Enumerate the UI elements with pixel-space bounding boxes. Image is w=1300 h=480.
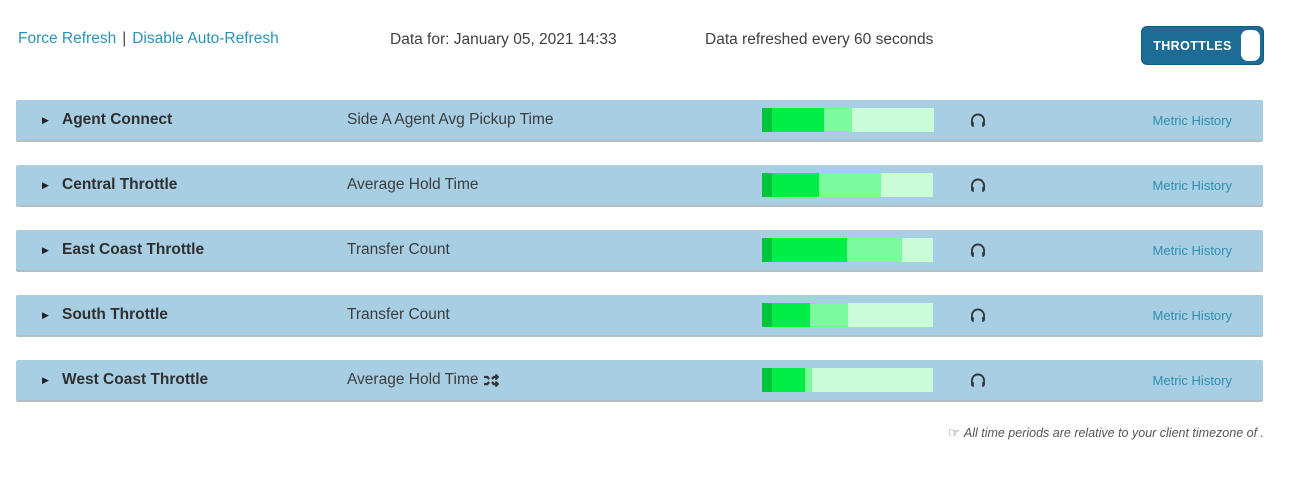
metric-history-link[interactable]: Metric History: [1152, 372, 1232, 388]
refresh-links: Force Refresh | Disable Auto-Refresh: [18, 30, 279, 48]
throttle-name: Central Throttle: [62, 176, 178, 193]
timezone-note: All time periods are relative to your cl…: [963, 426, 1264, 440]
metric-label: Average Hold Time: [347, 360, 499, 400]
expand-caret-icon[interactable]: ▶: [42, 244, 49, 255]
metric-status-bar: [762, 303, 933, 327]
metric-text: Average Hold Time: [347, 371, 479, 388]
metric-text: Average Hold Time: [347, 176, 479, 193]
throttles-toggle-label: THROTTLES: [1153, 38, 1232, 53]
throttle-row-agent-connect[interactable]: ▶ Agent Connect Side A Agent Avg Pickup …: [16, 100, 1263, 140]
bar-segment: [762, 238, 772, 262]
metric-status-bar: [762, 238, 933, 262]
bar-segment: [762, 303, 772, 327]
bar-segment: [772, 303, 810, 327]
expand-caret-icon[interactable]: ▶: [42, 309, 49, 320]
bar-segment: [772, 173, 819, 197]
bar-segment: [805, 368, 812, 392]
throttles-toggle-button[interactable]: THROTTLES: [1141, 26, 1264, 65]
metric-label: Side A Agent Avg Pickup Time: [347, 100, 554, 140]
bar-segment: [810, 303, 848, 327]
bar-segment: [812, 368, 933, 392]
metric-text: Transfer Count: [347, 241, 450, 258]
bar-segment: [772, 108, 824, 132]
headphones-icon[interactable]: [968, 360, 988, 400]
force-refresh-link[interactable]: Force Refresh: [18, 30, 117, 47]
timezone-footer: ☞ All time periods are relative to your c…: [0, 425, 1300, 441]
bar-segment: [819, 173, 881, 197]
refresh-interval-note: Data refreshed every 60 seconds: [705, 31, 934, 48]
metric-text: Side A Agent Avg Pickup Time: [347, 111, 554, 128]
hand-pointer-icon: ☞: [948, 425, 960, 440]
headphones-icon[interactable]: [968, 100, 988, 140]
throttle-row-central[interactable]: ▶ Central Throttle Average Hold Time Met…: [16, 165, 1263, 205]
link-separator: |: [122, 30, 127, 47]
headphones-icon[interactable]: [968, 295, 988, 335]
metric-status-bar: [762, 173, 933, 197]
toggle-knob: [1241, 30, 1260, 61]
expand-caret-icon[interactable]: ▶: [42, 179, 49, 190]
throttle-row-south[interactable]: ▶ South Throttle Transfer Count Metric H…: [16, 295, 1263, 335]
throttle-name: East Coast Throttle: [62, 241, 205, 258]
bar-segment: [762, 368, 772, 392]
metric-history-link[interactable]: Metric History: [1152, 112, 1232, 128]
bar-segment: [824, 108, 852, 132]
headphones-icon[interactable]: [968, 230, 988, 270]
metric-label: Average Hold Time: [347, 165, 479, 205]
throttle-name: Agent Connect: [62, 111, 173, 128]
bar-segment: [772, 238, 847, 262]
bar-segment: [852, 108, 934, 132]
bar-segment: [762, 173, 772, 197]
throttle-name: West Coast Throttle: [62, 371, 209, 388]
throttle-name: South Throttle: [62, 306, 168, 323]
metric-status-bar: [762, 368, 933, 392]
bar-segment: [881, 173, 933, 197]
data-for-timestamp: Data for: January 05, 2021 14:33: [390, 31, 617, 48]
metric-history-link[interactable]: Metric History: [1152, 177, 1232, 193]
metric-text: Transfer Count: [347, 306, 450, 323]
disable-auto-refresh-link[interactable]: Disable Auto-Refresh: [132, 30, 279, 47]
metric-label: Transfer Count: [347, 230, 450, 270]
metric-history-link[interactable]: Metric History: [1152, 242, 1232, 258]
metric-label: Transfer Count: [347, 295, 450, 335]
metric-history-link[interactable]: Metric History: [1152, 307, 1232, 323]
expand-caret-icon[interactable]: ▶: [42, 114, 49, 125]
bar-segment: [848, 303, 933, 327]
headphones-icon[interactable]: [968, 165, 988, 205]
throttle-list: ▶ Agent Connect Side A Agent Avg Pickup …: [0, 100, 1300, 400]
bar-segment: [847, 238, 902, 262]
expand-caret-icon[interactable]: ▶: [42, 374, 49, 385]
throttle-row-east-coast[interactable]: ▶ East Coast Throttle Transfer Count Met…: [16, 230, 1263, 270]
shuffle-icon: [483, 373, 499, 388]
metric-status-bar: [762, 108, 934, 132]
throttle-row-west-coast[interactable]: ▶ West Coast Throttle Average Hold Time …: [16, 360, 1263, 400]
bar-segment: [772, 368, 805, 392]
bar-segment: [762, 108, 772, 132]
header-bar: Force Refresh | Disable Auto-Refresh Data …: [0, 0, 1300, 100]
bar-segment: [902, 238, 933, 262]
